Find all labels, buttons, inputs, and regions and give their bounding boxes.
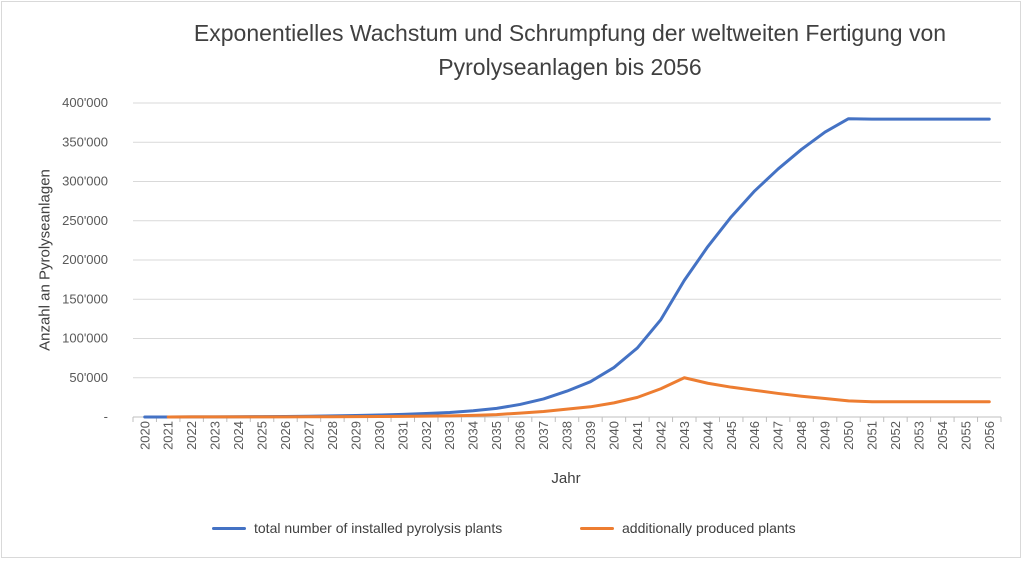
y-tick-label: 150'000 — [62, 291, 108, 306]
y-tick-label: 300'000 — [62, 174, 108, 189]
x-tick-label: 2027 — [301, 421, 316, 450]
x-tick-label: 2039 — [583, 421, 598, 450]
legend-swatch-total — [212, 526, 246, 530]
x-tick-label: 2022 — [184, 421, 199, 450]
x-tick-label: 2042 — [653, 421, 668, 450]
x-tick-label: 2021 — [161, 421, 176, 450]
x-tick-label: 2040 — [606, 421, 621, 450]
x-tick-label: 2037 — [536, 421, 551, 450]
legend-item-additional: additionally produced plants — [580, 520, 796, 536]
x-tick-label: 2054 — [935, 421, 950, 450]
x-tick-label: 2051 — [865, 421, 880, 450]
y-tick-label: 100'000 — [62, 331, 108, 346]
x-tick-label: 2048 — [794, 421, 809, 450]
x-tick-label: 2041 — [630, 421, 645, 450]
legend-swatch-additional — [580, 526, 614, 530]
x-tick-label: 2055 — [958, 421, 973, 450]
x-tick-label: 2024 — [231, 421, 246, 450]
x-tick-label: 2046 — [747, 421, 762, 450]
legend-label-additional: additionally produced plants — [622, 520, 796, 536]
x-tick-label: 2034 — [466, 421, 481, 450]
chart-title: Exponentielles Wachstum und Schrumpfung … — [193, 20, 947, 80]
x-tick-label: 2049 — [818, 421, 833, 450]
legend-label-total: total number of installed pyrolysis plan… — [254, 520, 503, 536]
x-tick-label: 2028 — [325, 421, 340, 450]
y-tick-label: 50'000 — [69, 370, 108, 385]
y-tick-label: 200'000 — [62, 252, 108, 267]
x-tick-label: 2032 — [419, 421, 434, 450]
x-tick-label: 2053 — [911, 421, 926, 450]
x-tick-label: 2035 — [489, 421, 504, 450]
x-tick-label: 2056 — [982, 421, 997, 450]
y-tick-label: - — [104, 409, 108, 424]
series-line-total — [143, 117, 991, 419]
x-tick-label: 2026 — [278, 421, 293, 450]
x-tick-label: 2050 — [841, 421, 856, 450]
x-tick-label: 2044 — [700, 421, 715, 450]
x-tick-label: 2025 — [255, 421, 270, 450]
x-tick-label: 2036 — [513, 421, 528, 450]
x-tick-label: 2029 — [348, 421, 363, 450]
y-tick-label: 400'000 — [62, 95, 108, 110]
y-tick-label: 350'000 — [62, 134, 108, 149]
series-line-additional — [166, 376, 991, 419]
x-tick-label: 2031 — [395, 421, 410, 450]
x-tick-label: 2045 — [724, 421, 739, 450]
x-tick-label: 2030 — [372, 421, 387, 450]
x-axis-label: Jahr — [551, 470, 581, 487]
x-tick-label: 2038 — [560, 421, 575, 450]
x-tick-label: 2043 — [677, 421, 692, 450]
x-tick-label: 2052 — [888, 421, 903, 450]
legend-item-total: total number of installed pyrolysis plan… — [212, 520, 502, 536]
x-tick-label: 2047 — [771, 421, 786, 450]
x-tick-label: 2020 — [137, 421, 152, 450]
x-tick-label: 2033 — [442, 421, 457, 450]
x-tick-label: 2023 — [208, 421, 223, 450]
y-tick-label: 250'000 — [62, 213, 108, 228]
